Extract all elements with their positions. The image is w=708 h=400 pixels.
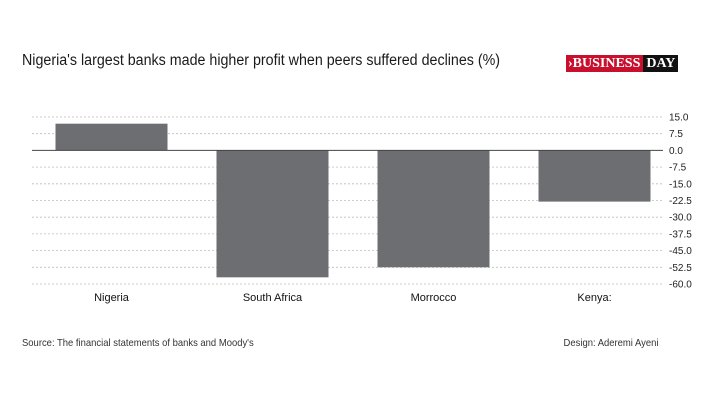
x-tick-label: South Africa xyxy=(243,292,303,304)
y-tick-label: -45.0 xyxy=(669,246,692,257)
logo-business-text: BUSINESS xyxy=(572,56,641,71)
source-note: Source: The financial statements of bank… xyxy=(22,337,254,349)
y-tick-label: -60.0 xyxy=(669,280,692,291)
bar xyxy=(538,150,651,202)
bar xyxy=(377,150,490,268)
y-tick-labels: 15.0 7.5 0.0 -7.5 -15.0 -22.5 -30.0 -37.5 -45.0 -… xyxy=(669,113,692,291)
x-tick-label: Kenya: xyxy=(577,292,611,304)
y-tick-label: -7.5 xyxy=(669,163,687,174)
bar xyxy=(216,150,329,278)
x-tick-labels: Nigeria South Africa Morrocco Kenya: xyxy=(94,292,612,304)
design-credit: Design: Aderemi Ayeni xyxy=(563,337,658,349)
y-tick-label: -37.5 xyxy=(669,229,692,240)
y-tick-label: -22.5 xyxy=(669,196,692,207)
y-tick-label: -30.0 xyxy=(669,213,692,224)
y-tick-label: 0.0 xyxy=(669,146,683,157)
y-tick-label: 7.5 xyxy=(669,129,683,140)
y-tick-label: -15.0 xyxy=(669,179,692,190)
logo-day: DAY xyxy=(643,55,679,72)
y-tick-label: -52.5 xyxy=(669,263,692,274)
bar xyxy=(55,123,168,151)
x-tick-label: Nigeria xyxy=(94,292,130,304)
bars xyxy=(55,123,651,278)
x-tick-label: Morrocco xyxy=(411,292,457,304)
chart-title: Nigeria's largest banks made higher prof… xyxy=(22,52,501,69)
logo-business: ›BUSINESS xyxy=(566,55,644,72)
y-tick-label: 15.0 xyxy=(669,113,689,124)
logo-arrow: › xyxy=(568,56,573,71)
businessday-logo: ›BUSINESS DAY xyxy=(566,55,679,72)
